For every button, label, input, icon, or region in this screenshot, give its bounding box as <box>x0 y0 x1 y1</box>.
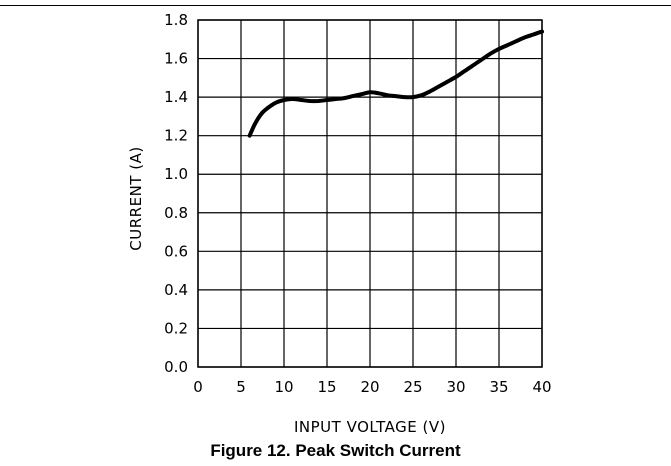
x-tick-label: 20 <box>360 378 379 396</box>
grid <box>197 19 543 368</box>
x-tick-labels: 0 5 10 15 20 25 30 35 40 <box>193 378 551 396</box>
y-tick-label: 0.0 <box>164 358 188 376</box>
x-tick-label: 25 <box>403 378 422 396</box>
y-tick-label: 0.4 <box>164 281 188 299</box>
y-axis-label: CURRENT (A) <box>127 146 145 250</box>
figure-caption: Figure 12. Peak Switch Current <box>210 441 461 460</box>
top-rule <box>0 5 671 6</box>
y-tick-label: 1.6 <box>164 50 188 68</box>
x-axis-label: INPUT VOLTAGE (V) <box>294 418 446 436</box>
x-tick-label: 40 <box>532 378 551 396</box>
series-line <box>247 29 544 138</box>
plot-border <box>197 19 543 368</box>
x-tick-label: 0 <box>193 378 203 396</box>
x-tick-label: 15 <box>317 378 336 396</box>
x-tick-label: 35 <box>489 378 508 396</box>
y-tick-labels: 0.0 0.2 0.4 0.6 0.8 1.0 1.2 1.4 1.6 1.8 <box>164 11 188 376</box>
plot-frame <box>197 19 543 368</box>
y-tick-label: 1.0 <box>164 165 188 183</box>
x-tick-label: 30 <box>446 378 465 396</box>
y-tick-label: 1.2 <box>164 127 188 145</box>
y-tick-label: 0.2 <box>164 319 188 337</box>
x-tick-label: 5 <box>236 378 246 396</box>
y-tick-label: 1.8 <box>164 11 188 29</box>
y-tick-label: 1.4 <box>164 88 188 106</box>
y-tick-label: 0.8 <box>164 204 188 222</box>
y-tick-label: 0.6 <box>164 242 188 260</box>
peak-switch-current-chart: 0.0 0.2 0.4 0.6 0.8 1.0 1.2 1.4 1.6 1.8 0 5 10 15 20 2… <box>127 11 552 436</box>
x-tick-label: 10 <box>274 378 293 396</box>
